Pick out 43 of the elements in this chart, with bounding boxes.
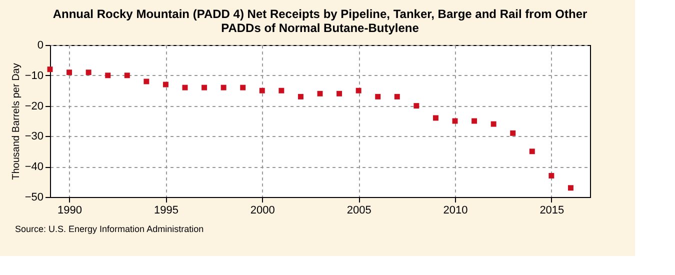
point	[548, 172, 554, 178]
point	[317, 90, 323, 96]
point	[202, 84, 208, 90]
point	[529, 148, 535, 154]
y-axis-title: Thousand Barrels per Day	[10, 63, 22, 180]
point	[278, 88, 284, 94]
point	[240, 84, 246, 90]
x-tick-label: 2010	[443, 204, 468, 216]
point	[259, 88, 265, 94]
x-tick-label: 1990	[58, 204, 82, 216]
y-tick-label: −40	[24, 161, 44, 174]
x-tick-label: 1995	[154, 204, 178, 216]
point	[510, 130, 516, 136]
y-tick-label: −50	[24, 192, 44, 204]
point	[86, 70, 92, 76]
point	[414, 103, 420, 109]
text: Annual Rocky Mountain (PADD 4) Net Receipts by Pipeline, Tanker, Barge and Rail from Other	[52, 7, 588, 21]
x-tick-label: 2015	[540, 204, 564, 216]
text: PADDs of Normal Butane-Butylene	[221, 21, 419, 35]
point	[144, 78, 150, 84]
y-tick-label: −10	[24, 70, 44, 82]
point	[124, 72, 130, 78]
point	[472, 118, 478, 124]
point	[394, 94, 400, 100]
point	[162, 82, 168, 88]
y-tick-label: −30	[24, 130, 44, 143]
point	[490, 121, 496, 127]
y-tick-label: 0	[37, 40, 44, 52]
point	[182, 84, 188, 90]
point	[66, 70, 72, 76]
point	[298, 94, 304, 100]
point	[105, 72, 111, 78]
x-tick-label: 2000	[250, 204, 275, 216]
point	[432, 115, 438, 121]
point	[375, 94, 381, 100]
x-tick-label: 2005	[346, 204, 372, 216]
source-note: Source: U.S. Energy Information Administration	[15, 224, 204, 234]
y-tick-label: −20	[24, 100, 44, 112]
point	[356, 88, 362, 94]
point	[336, 90, 342, 96]
point	[568, 185, 574, 191]
point	[220, 84, 226, 90]
point	[47, 66, 53, 72]
